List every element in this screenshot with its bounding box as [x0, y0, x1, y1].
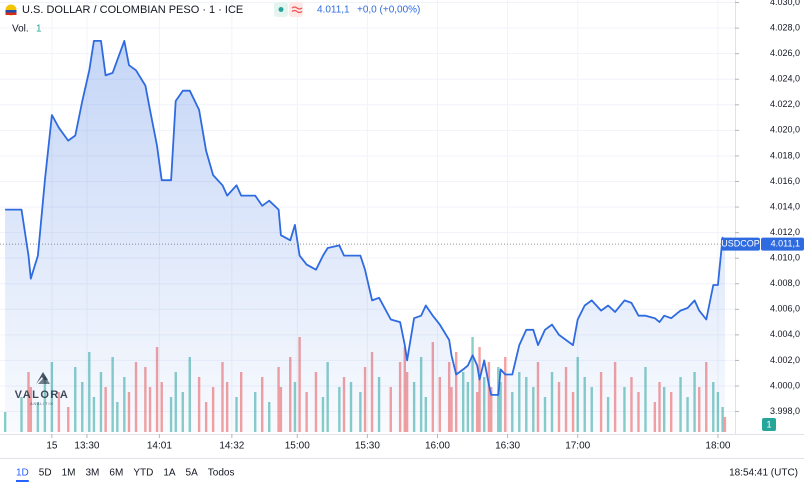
x-tick-label: 15	[46, 441, 58, 452]
y-tick-label: 4.026,0	[770, 48, 800, 58]
x-tick-label: 16:00	[425, 441, 450, 452]
y-tick-label: 4.002,0	[770, 355, 800, 365]
x-tick-label: 15:00	[285, 441, 310, 452]
watermark-sub: ANALITIK	[30, 402, 54, 406]
range-button[interactable]: 5A	[186, 468, 199, 479]
y-tick-label: 4.030,0	[770, 0, 800, 7]
volume-value: 1	[36, 24, 42, 35]
symbol-title: U.S. DOLLAR / COLOMBIAN PESO · 1 · ICE	[22, 4, 243, 16]
x-tick-label: 14:32	[219, 441, 244, 452]
x-tick-label: 17:00	[565, 441, 590, 452]
y-tick-label: 4.004,0	[770, 329, 800, 339]
y-tick-label: 4.024,0	[770, 74, 800, 84]
price-line	[5, 40, 726, 396]
y-tick-label: 4.028,0	[770, 22, 800, 32]
status-icon	[278, 7, 284, 12]
y-tick-label: 4.020,0	[770, 125, 800, 135]
y-tick-label: 4.014,0	[770, 201, 800, 211]
x-tick-label: 18:00	[705, 441, 730, 452]
y-tick-label: 4.016,0	[770, 176, 800, 186]
series-tag	[721, 237, 760, 251]
header-price: 4.011,1	[317, 5, 350, 16]
y-tick-label: 4.008,0	[770, 278, 800, 288]
range-button[interactable]: 5D	[39, 468, 52, 479]
x-tick-label: 13:30	[74, 441, 99, 452]
price-area	[5, 40, 726, 433]
x-tick-label: 14:01	[147, 441, 172, 452]
volume-tag-label: 1	[766, 419, 771, 429]
range-button[interactable]: Todos	[208, 468, 235, 479]
y-tick-label: 4.006,0	[770, 304, 800, 314]
status-icon	[291, 6, 303, 14]
status-icon	[289, 2, 303, 17]
range-button[interactable]: 6M	[109, 468, 123, 479]
range-button[interactable]: 1D	[16, 468, 29, 479]
x-tick-label: 16:30	[495, 441, 520, 452]
range-button[interactable]: YTD	[133, 468, 153, 479]
y-tick-label: 4.010,0	[770, 253, 800, 263]
watermark: VALORA ANALITIK	[15, 372, 70, 406]
x-tick-label: 15:30	[355, 441, 380, 452]
y-tick-label: 4.000,0	[770, 380, 800, 390]
time-axis: 15 13:30 14:01 14:32 15:00 15:30 16:00 16:30 17:…	[46, 434, 731, 452]
y-tick-label: 3.998,0	[770, 406, 800, 416]
volume-tag	[762, 418, 776, 431]
symbol-flag	[5, 12, 17, 15]
range-button[interactable]: 1M	[62, 468, 76, 479]
clock: 18:54:41 (UTC)	[729, 468, 798, 479]
price-axis: 3.998,0 4.000,0 4.002,0 4.004,0 4.006,0 4.008…	[735, 0, 800, 416]
volume-label: Vol.	[12, 24, 29, 35]
y-tick-label: 4.022,0	[770, 99, 800, 109]
symbol-flag	[5, 10, 17, 13]
watermark-logo	[38, 376, 50, 384]
legend: U.S. DOLLAR / COLOMBIAN PESO · 1 · ICE 4…	[5, 2, 420, 35]
series-tag-label: USDCOP	[721, 238, 760, 248]
y-tick-label: 4.012,0	[770, 227, 800, 237]
range-toolbar: 1D 5D 1M 3M 6M YTD 1A 5A Todos	[16, 468, 235, 482]
range-button[interactable]: 1A	[163, 468, 176, 479]
price-tag	[761, 237, 804, 251]
price-tag-label: 4.011,1	[771, 238, 800, 248]
y-tick-label: 4.018,0	[770, 150, 800, 160]
range-button[interactable]: 3M	[86, 468, 100, 479]
watermark-name: VALORA	[15, 389, 70, 401]
header-change: +0,0 (+0,00%)	[357, 5, 420, 16]
